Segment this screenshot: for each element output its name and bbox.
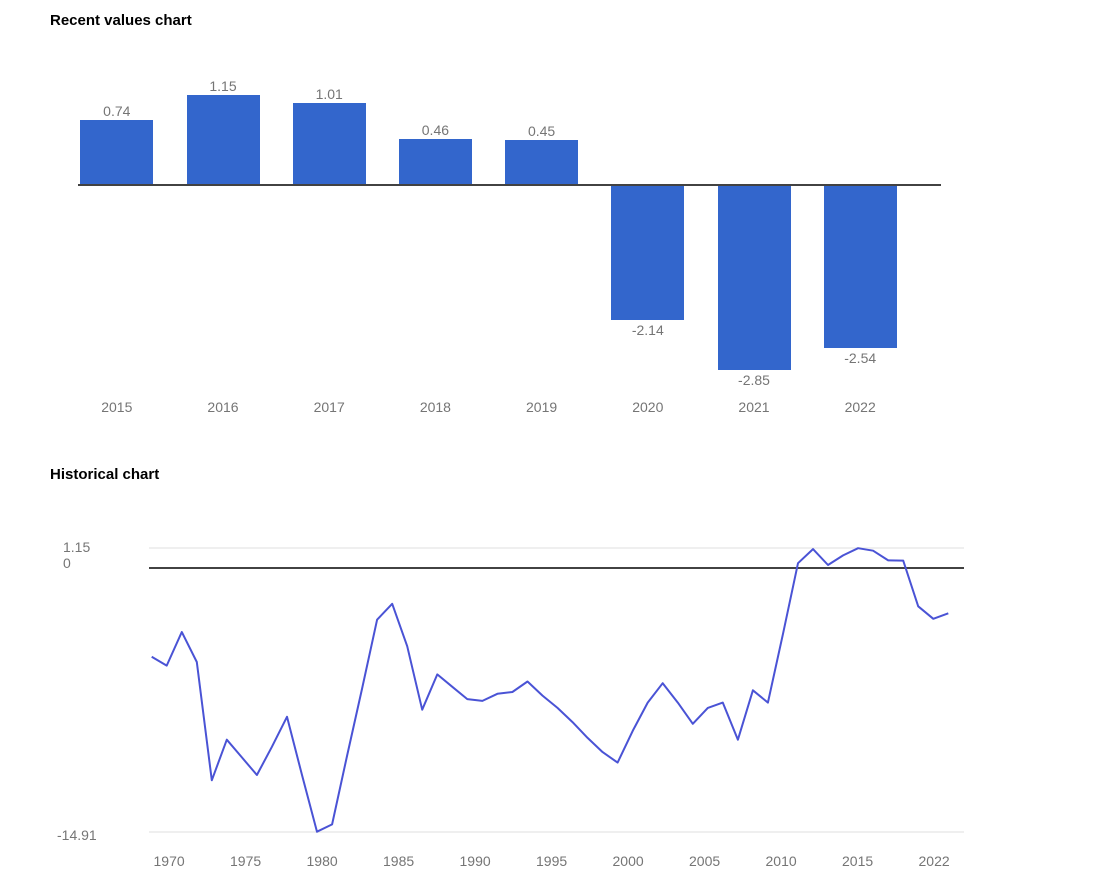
bar-value-label-2015: 0.74 — [103, 102, 131, 119]
x-tick-2020: 2020 — [632, 399, 664, 415]
bar-value-label-2022: -2.54 — [844, 350, 877, 367]
y-axis-label-zero: 0 — [63, 555, 71, 571]
bar-2016[interactable] — [186, 94, 260, 185]
hist-x-tick-1970: 1970 — [153, 853, 185, 869]
bar-value-label-2016: 1.15 — [209, 77, 237, 94]
bar-value-label-2017: 1.01 — [315, 85, 343, 102]
bar-value-label-2021: -2.85 — [738, 372, 770, 388]
x-tick-2016: 2016 — [207, 399, 239, 415]
historical-line[interactable] — [151, 547, 949, 833]
bar-2020[interactable] — [611, 186, 685, 321]
bar-value-label-2018: 0.46 — [421, 122, 450, 139]
hist-x-tick-2000: 2000 — [612, 853, 644, 869]
x-tick-2018: 2018 — [419, 399, 451, 415]
x-tick-2015: 2015 — [101, 399, 133, 415]
hist-x-tick-1995: 1995 — [536, 853, 568, 869]
y-axis-label-max: 1.15 — [63, 539, 91, 555]
hist-x-tick-1980: 1980 — [306, 853, 338, 869]
hist-x-tick-1985: 1985 — [383, 853, 415, 869]
bar-2019[interactable] — [505, 140, 579, 185]
hist-x-tick-2010: 2010 — [765, 853, 797, 869]
bar-2017[interactable] — [292, 102, 366, 185]
gridline-min — [149, 831, 964, 833]
bar-value-label-2019: 0.45 — [527, 123, 556, 140]
x-tick-2019: 2019 — [526, 399, 558, 415]
hist-x-tick-2015: 2015 — [842, 853, 874, 869]
historical-chart-title: Historical chart — [50, 466, 160, 483]
y-axis-label-min: -14.91 — [57, 827, 97, 843]
bar-value-label-2020: -2.14 — [631, 322, 664, 339]
bar-2018[interactable] — [398, 139, 472, 185]
recent-chart-x-axis-line — [78, 184, 941, 186]
bar-2015[interactable] — [80, 119, 154, 185]
bar-2021[interactable] — [717, 186, 791, 370]
historical-chart-zero-line — [149, 567, 964, 569]
recent-chart-title: Recent values chart — [50, 12, 192, 29]
hist-x-tick-2022: 2022 — [918, 853, 950, 869]
hist-x-tick-1975: 1975 — [230, 853, 262, 869]
hist-x-tick-2005: 2005 — [689, 853, 721, 869]
x-tick-2021: 2021 — [738, 399, 770, 415]
x-tick-2022: 2022 — [844, 399, 876, 415]
bar-2022[interactable] — [823, 186, 897, 349]
x-tick-2017: 2017 — [313, 399, 345, 415]
gridline-max — [149, 547, 964, 549]
hist-x-tick-1990: 1990 — [459, 853, 491, 869]
